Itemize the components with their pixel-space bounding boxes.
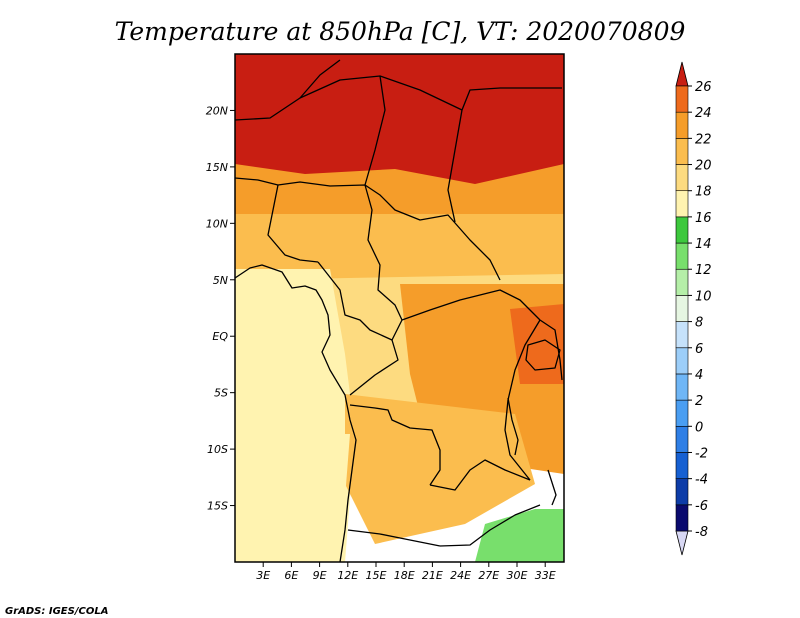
y-tick-label: 5S bbox=[214, 387, 228, 400]
x-tick-label: 18E bbox=[394, 569, 415, 582]
colorbar-label: -8 bbox=[695, 525, 708, 540]
border-chad-sudan bbox=[447, 109, 463, 223]
x-tick-label: 15E bbox=[366, 569, 387, 582]
border-sahara-north bbox=[235, 75, 562, 121]
region-sahara-north bbox=[235, 54, 564, 184]
x-tick-label: 27E bbox=[478, 569, 499, 582]
y-tick-label: 20N bbox=[206, 104, 228, 117]
colorbar-swatch bbox=[675, 295, 689, 322]
colorbar-swatch bbox=[675, 268, 689, 296]
credit-label: GrADS: IGES/COLA bbox=[5, 606, 108, 617]
chart-title: Temperature at 850hPa [C], VT: 202007080… bbox=[115, 17, 686, 46]
x-tick-label: 30E bbox=[507, 569, 528, 582]
region-zambezi-highlands bbox=[475, 509, 564, 562]
colorbar-swatch bbox=[675, 216, 689, 244]
y-tick-label: 10N bbox=[206, 217, 228, 230]
border-car-drc bbox=[401, 289, 541, 321]
colorbar-top-arrow bbox=[675, 61, 689, 87]
lake-tanganyika bbox=[507, 397, 519, 456]
colorbar-swatch bbox=[675, 425, 689, 453]
colorbar-swatch bbox=[675, 85, 689, 113]
border-zambia bbox=[429, 459, 531, 491]
colorbar-swatch bbox=[675, 138, 689, 165]
x-tick-label: 33E bbox=[535, 569, 556, 582]
colorbar-swatch bbox=[675, 504, 689, 532]
longitude-axis: 3E 6E 9E 12E 15E 18E 21E 24E 27E 30E 33E bbox=[256, 562, 556, 582]
x-tick-label: 6E bbox=[284, 569, 298, 582]
colorbar-label: -4 bbox=[695, 473, 708, 488]
y-tick-label: 15N bbox=[206, 161, 228, 174]
colorbar-swatch bbox=[675, 399, 689, 427]
map-frame bbox=[234, 53, 565, 563]
border-niger-chad bbox=[364, 75, 386, 186]
colorbar-label: -6 bbox=[695, 499, 708, 514]
colorbar-swatch bbox=[675, 111, 689, 139]
border-nigeria-cameroon bbox=[267, 184, 319, 263]
colorbar-label: 12 bbox=[695, 263, 712, 278]
region-se-atlantic bbox=[235, 434, 350, 562]
lake-victoria bbox=[525, 339, 561, 371]
colorbar-swatch bbox=[675, 321, 689, 349]
y-tick-label: 15S bbox=[207, 500, 228, 513]
x-tick-label: 12E bbox=[337, 569, 358, 582]
colorbar-swatch bbox=[675, 164, 689, 192]
temperature-field bbox=[235, 54, 564, 562]
colorbar-bottom-arrow bbox=[675, 530, 689, 556]
colorbar-swatch bbox=[675, 347, 689, 375]
y-tick-label: EQ bbox=[212, 330, 228, 343]
colorbar-swatch bbox=[675, 452, 689, 479]
region-lake-victoria bbox=[510, 304, 564, 384]
x-tick-label: 3E bbox=[256, 569, 270, 582]
border-drc-angola bbox=[349, 404, 441, 486]
colorbar-label: 2 bbox=[695, 394, 703, 409]
x-tick-label: 9E bbox=[313, 569, 327, 582]
border-uganda-kenya bbox=[539, 319, 563, 381]
colorbar-label: -2 bbox=[695, 446, 708, 461]
border-zambia-south bbox=[439, 504, 541, 547]
x-tick-label: 24E bbox=[450, 569, 471, 582]
colorbar-label: 26 bbox=[695, 80, 712, 95]
coastline bbox=[235, 264, 357, 562]
latitude-axis: 20N 15N 10N 5N EQ 5S 10S 15S bbox=[206, 104, 235, 513]
colorbar-label: 18 bbox=[695, 185, 712, 200]
colorbar-swatch bbox=[675, 478, 689, 506]
colorbar-label: 10 bbox=[695, 289, 712, 304]
colorbar-label: 8 bbox=[695, 316, 703, 331]
colorbar-swatch bbox=[675, 373, 689, 401]
border-congo-drc bbox=[349, 339, 399, 396]
colorbar-label: 16 bbox=[695, 211, 712, 226]
colorbar-label: 4 bbox=[695, 368, 703, 383]
colorbar-label: 6 bbox=[695, 342, 703, 357]
border-algeria-mali bbox=[299, 59, 341, 99]
lake-malawi bbox=[547, 469, 557, 506]
colorbar-label: 24 bbox=[695, 106, 712, 121]
region-west-africa-south bbox=[235, 204, 564, 284]
x-tick-label: 21E bbox=[422, 569, 443, 582]
border-cameroon-car bbox=[364, 184, 403, 321]
border-angola-namibia bbox=[347, 529, 441, 547]
colorbar-label: 0 bbox=[695, 420, 703, 435]
y-tick-label: 5N bbox=[213, 274, 228, 287]
y-tick-label: 10S bbox=[207, 443, 228, 456]
colorbar-swatch bbox=[675, 242, 689, 270]
colorbar-swatch bbox=[675, 190, 689, 218]
country-borders bbox=[235, 59, 563, 562]
colorbar-label: 22 bbox=[695, 132, 712, 147]
colorbar-label: 20 bbox=[695, 159, 712, 174]
colorbar-label: 14 bbox=[695, 237, 712, 252]
